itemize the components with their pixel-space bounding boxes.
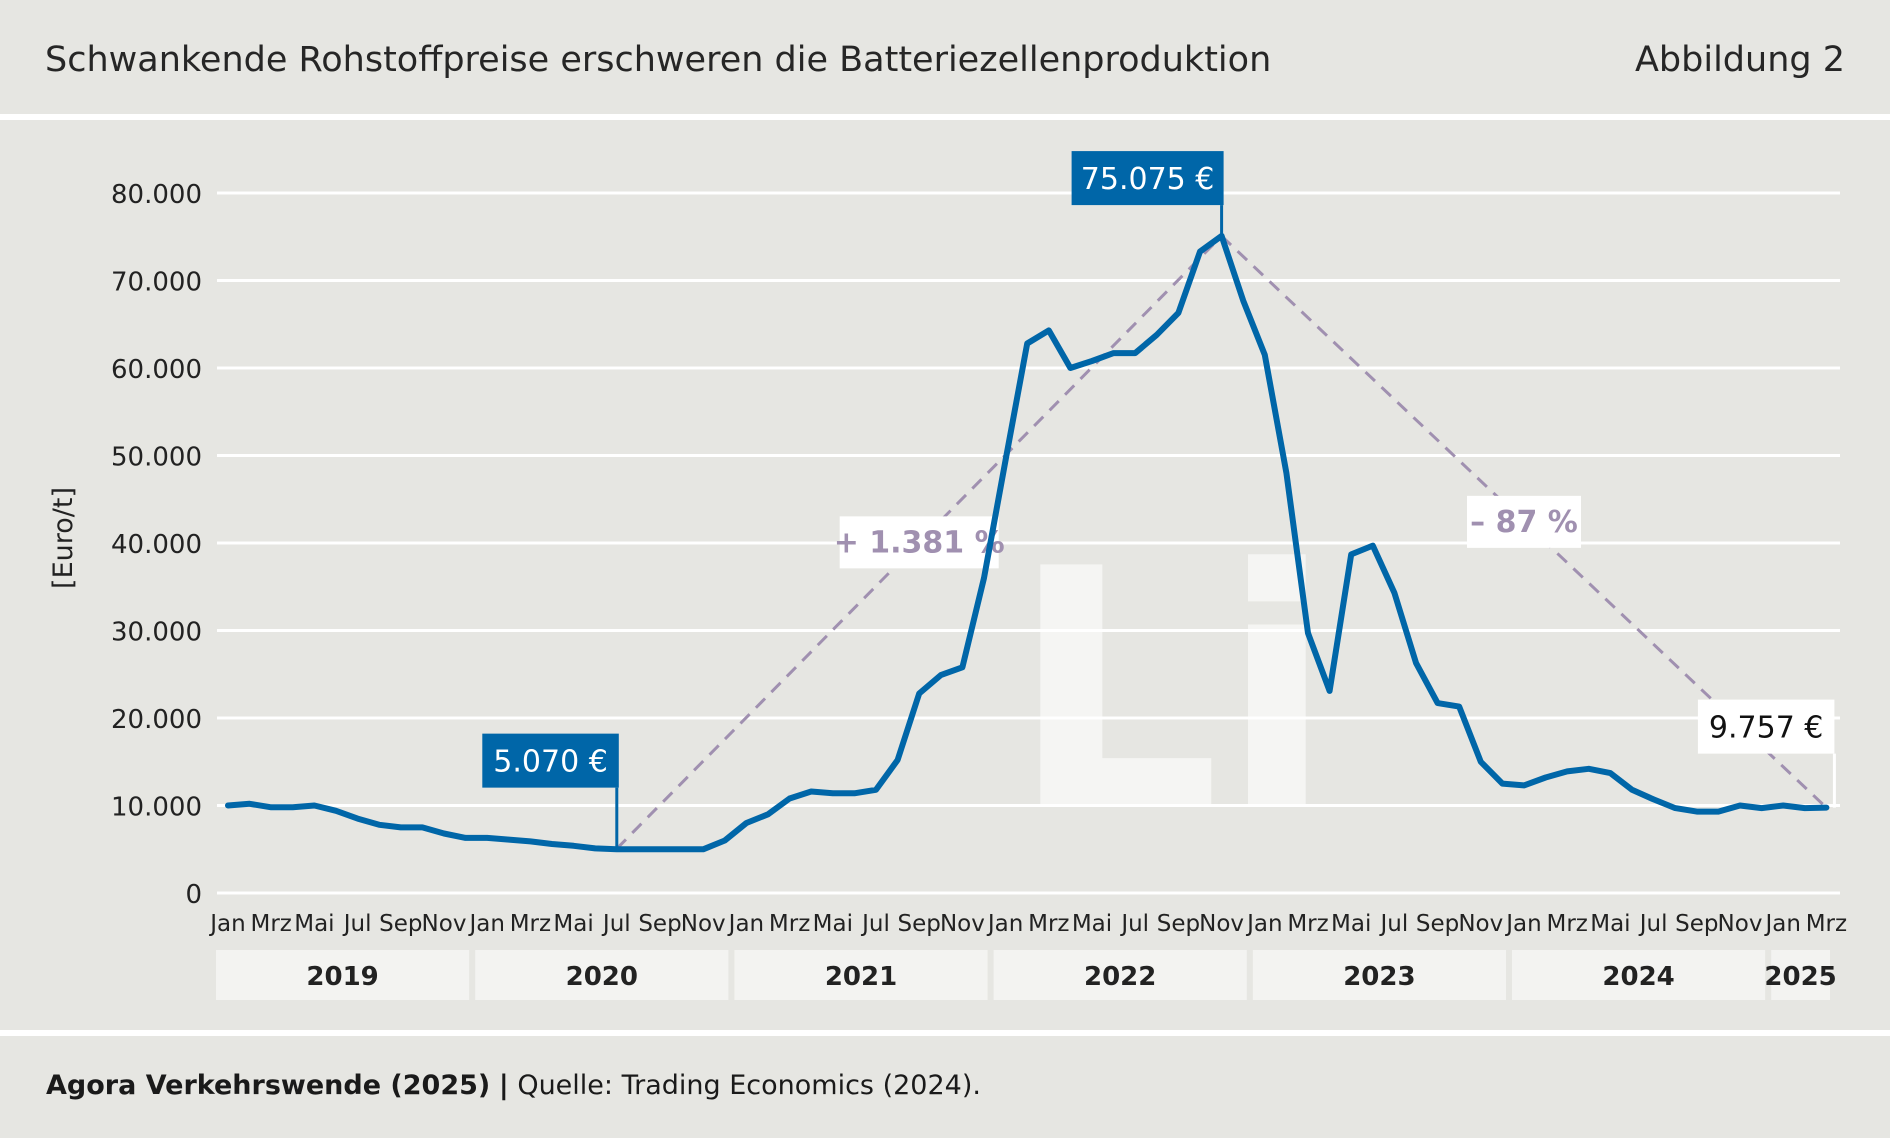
x-tick-label: Sep xyxy=(638,911,681,937)
header-divider xyxy=(0,114,1890,120)
x-tick-label: Mrz xyxy=(251,911,292,937)
year-label: 2025 xyxy=(1764,962,1836,992)
x-tick-label: Sep xyxy=(1157,911,1200,937)
y-tick-label: 10.000 xyxy=(111,793,202,823)
x-axis-ticks: Jan Mrz Mai Jul Sep Nov Jan Mrz Mai Jul Sep Nov Jan M… xyxy=(208,911,1847,937)
footer-divider xyxy=(0,1030,1890,1036)
annotations: 5.070 € 75.075 € 9.757 € xyxy=(482,151,1836,849)
year-label: 2022 xyxy=(1084,962,1156,992)
x-tick-label: Jul xyxy=(1379,911,1409,937)
footer-source-text: Quelle: Trading Economics (2024). xyxy=(517,1070,981,1101)
annotation-box xyxy=(482,733,619,788)
x-tick-label: Nov xyxy=(681,911,726,937)
year-band xyxy=(1771,950,1830,1000)
x-tick-label: Nov xyxy=(1199,911,1244,937)
footer-separator: | xyxy=(498,1070,509,1101)
x-tick-label: Mai xyxy=(813,911,853,937)
year-band xyxy=(1512,950,1766,1000)
annotation-box xyxy=(1071,151,1224,206)
x-tick-label: Mai xyxy=(553,911,593,937)
year-label: 2019 xyxy=(306,962,378,992)
x-tick-label: Mai xyxy=(1590,911,1630,937)
line-chart: Li 0 10.000 20.000 30.000 40.000 50.000 60.000… xyxy=(48,151,1847,1000)
x-tick-label: Mrz xyxy=(1287,911,1328,937)
x-tick-label: Jan xyxy=(1763,911,1800,937)
x-tick-label: Mai xyxy=(1072,911,1112,937)
x-tick-label: Jul xyxy=(860,911,890,937)
x-tick-label: Jan xyxy=(467,911,504,937)
year-band xyxy=(216,950,470,1000)
footer-author: Agora Verkehrswende (2025) xyxy=(46,1070,491,1101)
x-tick-label: Mrz xyxy=(1547,911,1588,937)
y-tick-label: 70.000 xyxy=(111,268,202,298)
x-tick-label: Sep xyxy=(379,911,422,937)
x-tick-label: Mrz xyxy=(769,911,810,937)
x-tick-label: Sep xyxy=(1416,911,1459,937)
series-lines xyxy=(225,232,1830,853)
y-axis-ticks: 0 10.000 20.000 30.000 40.000 50.000 60.000 70.… xyxy=(111,180,202,910)
year-label: 2020 xyxy=(566,962,638,992)
x-tick-label: Nov xyxy=(940,911,985,937)
year-label: 2023 xyxy=(1343,962,1415,992)
year-band xyxy=(1252,950,1506,1000)
series-line xyxy=(225,232,1830,853)
trend-label: + 1.381 % xyxy=(834,525,1005,560)
year-bands: 2019 2020 2021 2022 2023 2024 2025 xyxy=(216,950,1837,1000)
y-tick-label: 30.000 xyxy=(111,618,202,648)
x-tick-label: Mai xyxy=(294,911,334,937)
x-tick-label: Mrz xyxy=(510,911,551,937)
chart-title: Schwankende Rohstoffpreise erschweren di… xyxy=(45,40,1272,80)
figure-label: Abbildung 2 xyxy=(1634,40,1845,80)
x-tick-label: Sep xyxy=(1675,911,1718,937)
y-tick-label: 40.000 xyxy=(111,530,202,560)
x-tick-label: Sep xyxy=(898,911,941,937)
trend-lines: + 1.381 % – 87 % xyxy=(615,235,1828,850)
y-tick-label: 0 xyxy=(185,880,202,910)
x-tick-label: Nov xyxy=(1718,911,1763,937)
x-tick-label: Jan xyxy=(727,911,764,937)
x-tick-label: Jul xyxy=(601,911,631,937)
y-tick-label: 20.000 xyxy=(111,705,202,735)
annotation-box xyxy=(1697,699,1835,754)
year-band xyxy=(734,950,988,1000)
watermark-text: Li xyxy=(1010,499,1333,883)
trend-label-box xyxy=(839,516,999,569)
year-band xyxy=(475,950,729,1000)
x-tick-label: Nov xyxy=(1458,911,1503,937)
lithium-watermark: Li xyxy=(1010,499,1333,883)
x-tick-label: Jan xyxy=(1504,911,1541,937)
year-label: 2021 xyxy=(825,962,897,992)
y-tick-label: 50.000 xyxy=(111,443,202,473)
trend-label-box xyxy=(1467,495,1581,548)
year-label: 2024 xyxy=(1602,962,1674,992)
annotation-label: 5.070 € xyxy=(493,745,608,780)
x-tick-label: Mrz xyxy=(1806,911,1847,937)
x-tick-label: Jan xyxy=(1245,911,1282,937)
x-tick-label: Jul xyxy=(1638,911,1668,937)
annotation-label: 9.757 € xyxy=(1709,711,1824,746)
x-tick-label: Jul xyxy=(1119,911,1149,937)
trend-label: – 87 % xyxy=(1470,505,1578,540)
x-tick-label: Mai xyxy=(1331,911,1371,937)
x-tick-label: Mrz xyxy=(1028,911,1069,937)
x-tick-label: Jan xyxy=(986,911,1023,937)
x-tick-label: Jul xyxy=(342,911,372,937)
y-tick-label: 80.000 xyxy=(111,180,202,210)
x-tick-label: Jan xyxy=(208,911,245,937)
footer-source: Agora Verkehrswende (2025) | Quelle: Tra… xyxy=(46,1070,981,1101)
year-band xyxy=(993,950,1247,1000)
y-tick-label: 60.000 xyxy=(111,355,202,385)
y-axis-label: [Euro/t] xyxy=(48,487,79,589)
annotation-label: 75.075 € xyxy=(1081,162,1215,197)
x-tick-label: Nov xyxy=(422,911,467,937)
